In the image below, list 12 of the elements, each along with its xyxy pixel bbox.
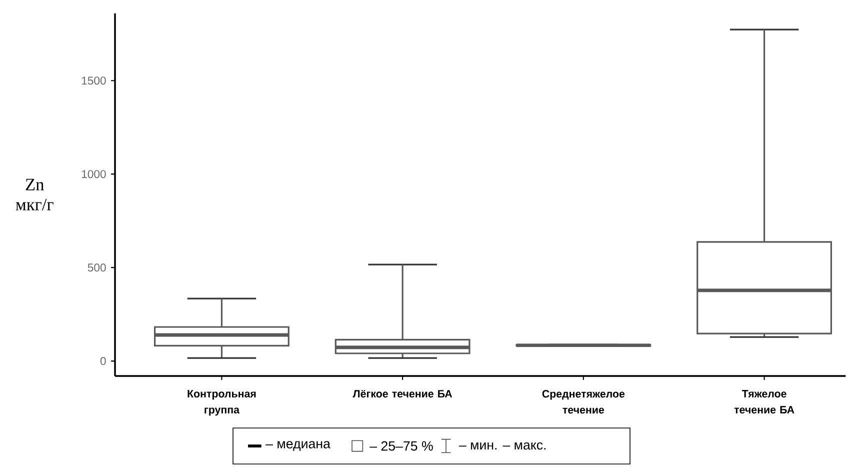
text: – мин. – макс. — [458, 442, 546, 450]
y-tick-label: 500 — [88, 264, 106, 272]
y-tick-label: 1000 — [82, 170, 106, 178]
y-tick-label: 1500 — [82, 76, 106, 85]
text: – медиана — [266, 441, 330, 451]
y-tick-label: 0 — [100, 357, 106, 366]
x-tick-label: Контрольная группа — [188, 390, 256, 416]
x-tick-label: Среднетяжелое течение — [542, 390, 625, 414]
y-axis-title: Zn мкг/г — [16, 178, 54, 210]
x-tick-label: Лёгкое течение БА — [352, 390, 452, 398]
x-tick-label: Тяжелое течение БА — [734, 390, 794, 414]
text: – 25–75 % — [370, 441, 433, 451]
